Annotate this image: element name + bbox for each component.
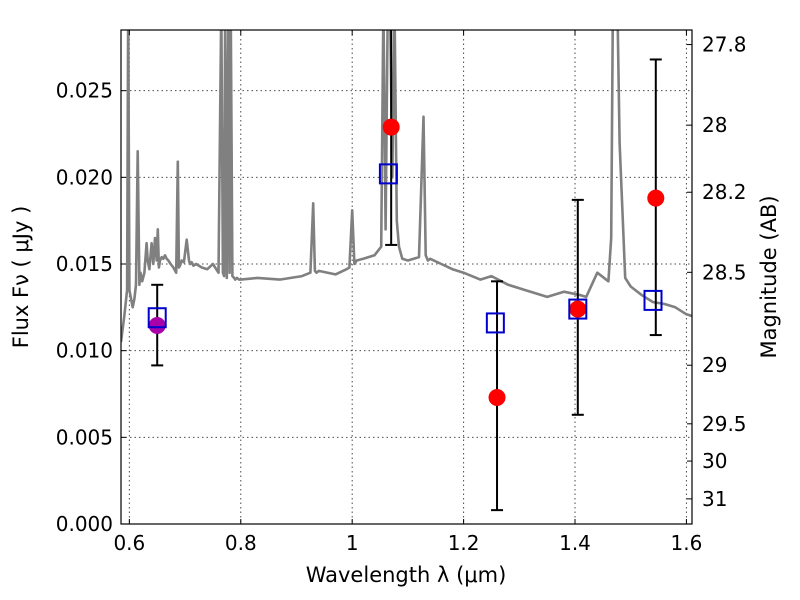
observed-flux-point — [569, 300, 587, 318]
model-flux-square — [643, 289, 663, 311]
x-tick-label: 1.2 — [448, 531, 480, 555]
x-axis-ticks: 0.6 0.8 1 1.2 1.4 1.6 — [113, 30, 702, 555]
right-tick-label: 29 — [702, 353, 727, 377]
x-tick-label: 0.8 — [225, 531, 257, 555]
y-tick-label: 0.010 — [56, 339, 113, 363]
y-tick-label: 0.005 — [56, 425, 113, 449]
right-tick-label: 28.5 — [702, 260, 747, 284]
plot-frame — [120, 29, 693, 525]
y-axis-title: Flux Fν ( μJy ) — [9, 206, 33, 349]
model-photometry-points — [147, 163, 663, 334]
model-spectrum-line — [121, 30, 692, 343]
y-tick-label: 0.015 — [56, 252, 113, 276]
x-tick-label: 1.4 — [559, 531, 591, 555]
observed-flux-point — [148, 317, 166, 335]
right-tick-label: 29.5 — [702, 412, 747, 436]
right-tick-label: 31 — [702, 487, 727, 511]
right-tick-label: 30 — [702, 449, 727, 473]
model-flux-square — [378, 163, 398, 185]
model-flux-square — [485, 312, 505, 334]
observed-flux-point — [488, 388, 506, 406]
x-axis-title: Wavelength λ (μm) — [306, 563, 507, 587]
x-tick-label: 1.6 — [671, 531, 703, 555]
y-tick-label: 0.025 — [56, 79, 113, 103]
right-axis-title: Magnitude (AB) — [757, 195, 781, 358]
right-tick-label: 27.8 — [702, 33, 747, 57]
model-flux-square — [568, 298, 588, 320]
x-tick-label: 1 — [346, 531, 359, 555]
right-axis-ticks: 27.8 28 28.2 28.5 29 29.5 30 31 — [687, 33, 747, 511]
right-tick-label: 28 — [702, 113, 727, 137]
y-tick-label: 0.000 — [56, 512, 113, 536]
model-flux-square — [147, 307, 167, 329]
x-tick-label: 0.6 — [113, 531, 145, 555]
grid-lines — [121, 30, 692, 525]
observed-flux-point — [647, 189, 665, 207]
plot-area — [121, 30, 692, 512]
y-tick-label: 0.020 — [56, 165, 113, 189]
right-tick-label: 28.2 — [702, 180, 747, 204]
y-axis-ticks: 0.000 0.005 0.010 0.015 0.020 0.025 — [56, 79, 126, 536]
observed-flux-point — [382, 118, 400, 136]
